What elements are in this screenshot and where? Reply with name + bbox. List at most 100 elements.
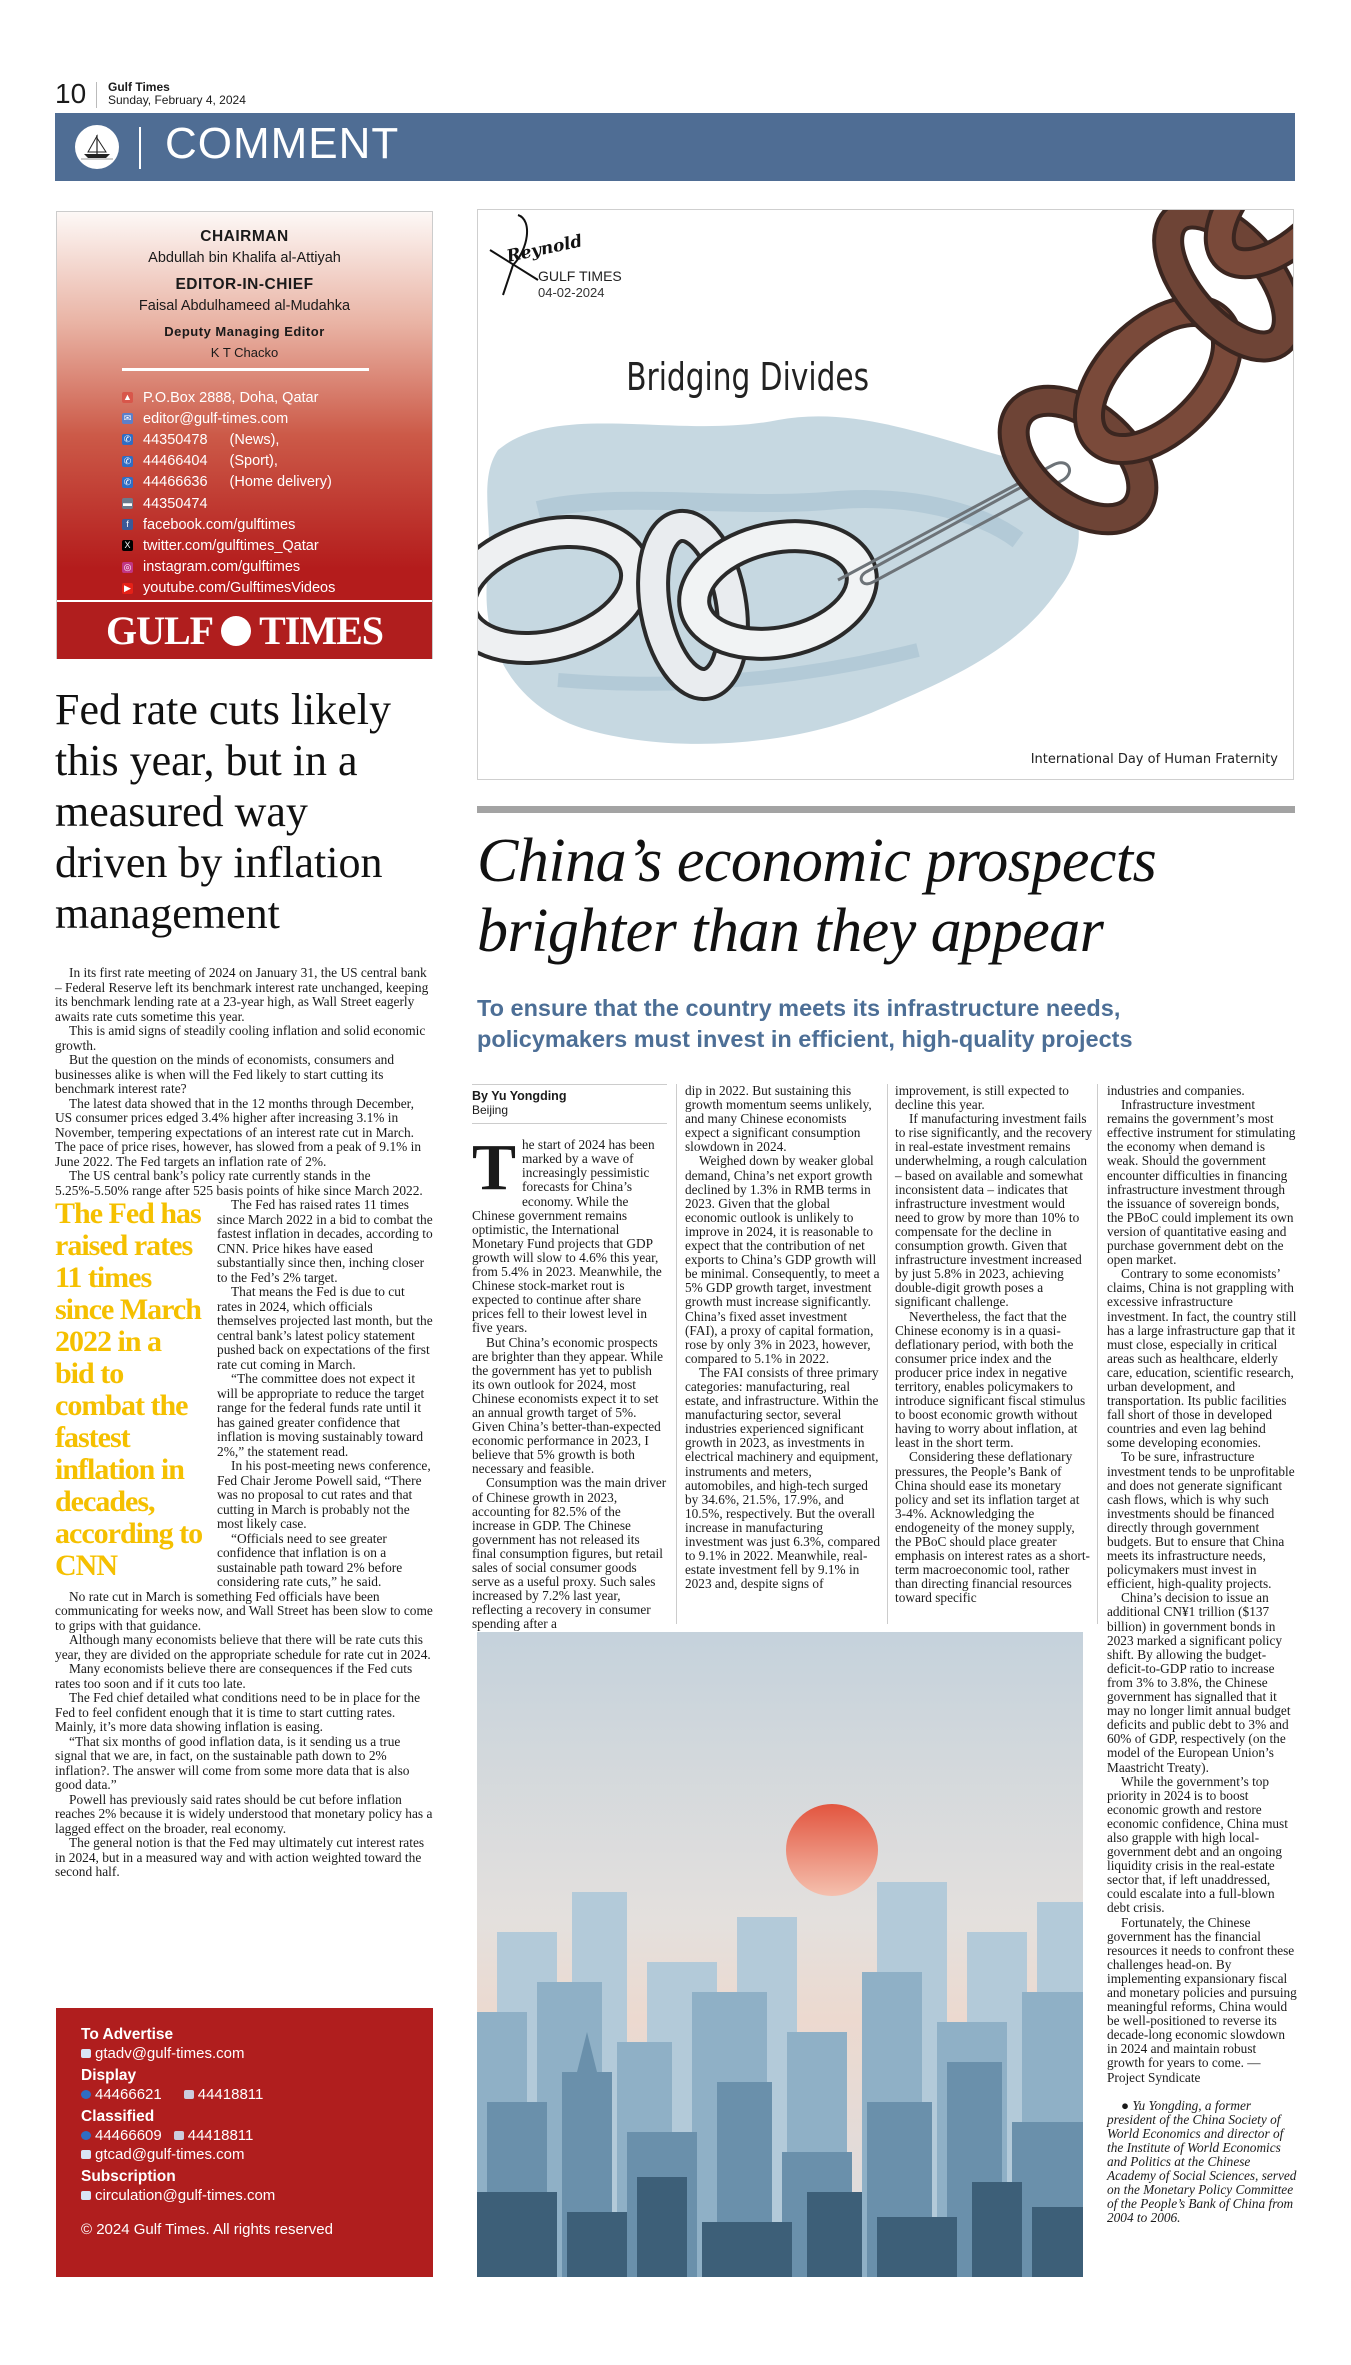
phone-icon: ✆ xyxy=(122,476,133,488)
paragraph: No rate cut in March is something Fed of… xyxy=(55,1588,433,1633)
pull-quote: The Fed has raised rates 11 times since … xyxy=(55,1197,203,1582)
section-band: COMMENT xyxy=(55,113,1295,181)
envelope-icon xyxy=(81,2191,91,2200)
fax-icon xyxy=(173,2131,184,2140)
section-title: COMMENT xyxy=(165,119,400,168)
envelope-icon xyxy=(81,2049,91,2058)
paragraph: The general notion is that the Fed may u… xyxy=(55,1835,425,1879)
contact-text[interactable]: 44466404 xyxy=(143,453,208,470)
logo-text-gulf: GULF xyxy=(105,608,214,653)
display-label: Display xyxy=(81,2067,137,2084)
subscription-email[interactable]: circulation@gulf-times.com xyxy=(95,2187,276,2204)
contact-item: ✆ 44466636 (Home delivery) xyxy=(122,472,335,493)
envelope-icon xyxy=(81,2150,91,2159)
contact-item: f facebook.com/gulftimes xyxy=(122,514,335,535)
band-divider xyxy=(139,127,141,169)
contact-text[interactable]: twitter.com/gulftimes_Qatar xyxy=(143,537,319,554)
article-column-2: dip in 2022. But sustaining this growth … xyxy=(685,1083,880,1591)
paragraph: Many economists believe there are conseq… xyxy=(55,1661,413,1691)
envelope-icon: ✉ xyxy=(122,413,133,425)
city-skyline-illustration xyxy=(477,1632,1083,2277)
drop-cap: T xyxy=(472,1131,517,1205)
paragraph: Contrary to some economists’ claims, Chi… xyxy=(1107,1266,1297,1451)
contact-item: ▲ P.O.Box 2888, Doha, Qatar xyxy=(122,387,335,408)
paragraph: To be sure, infrastructure investment te… xyxy=(1107,1449,1295,1592)
contact-list: ▲ P.O.Box 2888, Doha, Qatar ✉ editor@gulf-t… xyxy=(122,387,335,599)
paragraph: Fortunately, the Chinese government has … xyxy=(1107,1914,1297,2085)
editor-name: Faisal Abdulhameed al-Mudahka xyxy=(138,298,351,314)
left-article-body: In its first rate meeting of 2024 on Jan… xyxy=(55,965,433,1880)
paragraph: Consumption was the main driver of Chine… xyxy=(472,1475,667,1632)
sun xyxy=(786,1804,878,1896)
cartoon-title: Bridging Divides xyxy=(626,355,869,400)
header-divider xyxy=(96,82,97,108)
x-twitter-icon: X xyxy=(122,540,133,552)
logo-boat-icon xyxy=(221,615,252,646)
paragraph-group: industries and companies. Infrastructure … xyxy=(1107,1083,1297,2085)
paragraph: The latest data showed that in the 12 mo… xyxy=(55,1095,422,1169)
article-column-4: industries and companies. Infrastructure … xyxy=(1107,1083,1297,2226)
paragraph: “Officials need to see greater confidenc… xyxy=(217,1530,403,1589)
paragraph: But China’s economic prospects are brigh… xyxy=(472,1334,663,1477)
paragraph: industries and companies. xyxy=(1107,1083,1245,1098)
column-rule xyxy=(1097,1084,1098,1624)
paragraph-group: improvement, is still expected to declin… xyxy=(895,1083,1093,1605)
paragraph: Nevertheless, the fact that the Chinese … xyxy=(895,1308,1086,1451)
paragraph: But the question on the minds of economi… xyxy=(55,1052,395,1096)
phone-icon: ✆ xyxy=(122,434,133,446)
left-article-intro: In its first rate meeting of 2024 on Jan… xyxy=(55,965,433,1198)
contact-label: (Sport), xyxy=(229,453,278,470)
contact-text[interactable]: 44350474 xyxy=(143,495,208,512)
display-fax: 44418811 xyxy=(197,2086,264,2103)
paragraph-group: dip in 2022. But sustaining this growth … xyxy=(685,1083,880,1591)
contact-text[interactable]: instagram.com/gulftimes xyxy=(143,559,301,576)
chairman-name: Abdullah bin Khalifa al-Attiyah xyxy=(148,250,341,266)
classified-email[interactable]: gtcad@gulf-times.com xyxy=(95,2146,245,2163)
contact-text[interactable]: facebook.com/gulftimes xyxy=(143,516,296,533)
main-headline: China’s economic prospects brighter than… xyxy=(477,827,1157,965)
contact-item: ✆ 44466404 (Sport), xyxy=(122,451,335,472)
deputy-name: K T Chacko xyxy=(210,345,279,360)
section-rule xyxy=(477,806,1295,813)
phone-icon xyxy=(81,2131,91,2140)
facebook-icon: f xyxy=(122,519,133,531)
chairman-label: CHAIRMAN xyxy=(200,228,289,245)
fax-icon: ▬ xyxy=(122,498,133,510)
contact-text[interactable]: 44350478 xyxy=(143,431,208,448)
column-rule xyxy=(676,1084,677,1624)
editorial-cartoon: Reynold GULF TIMES 04-02-2024 Bridging D… xyxy=(442,120,1351,780)
masthead-divider xyxy=(122,368,369,371)
paragraph: The Fed chief detailed what conditions n… xyxy=(55,1690,421,1734)
advertise-email[interactable]: gtadv@gulf-times.com xyxy=(95,2045,245,2062)
subscription-label: Subscription xyxy=(81,2168,176,2185)
display-phone: 44466621 xyxy=(95,2086,162,2103)
contact-text[interactable]: P.O.Box 2888, Doha, Qatar xyxy=(143,389,319,406)
paragraph: improvement, is still expected to declin… xyxy=(895,1083,1069,1113)
editor-label: EDITOR-IN-CHIEF xyxy=(175,276,314,293)
contact-item: ▶ youtube.com/GulftimesVideos xyxy=(122,578,335,599)
contact-text[interactable]: youtube.com/GulftimesVideos xyxy=(143,580,336,597)
paragraph-group: he start of 2024 has been marked by a wa… xyxy=(472,1138,667,1631)
author-bio: Yu Yongding, a former president of the C… xyxy=(1107,2098,1297,2226)
deputy-label: Deputy Managing Editor xyxy=(164,324,325,339)
artist-signature-strokes xyxy=(489,214,539,296)
contact-text[interactable]: 44466636 xyxy=(143,474,208,491)
cartoon-date: 04-02-2024 xyxy=(538,285,605,300)
skyline-foreground xyxy=(477,2177,1083,2277)
classified-phone: 44466609 xyxy=(95,2127,162,2144)
advertise-label: To Advertise xyxy=(81,2026,174,2043)
dhow-boat-icon xyxy=(75,125,119,169)
paragraph: Although many economists believe that th… xyxy=(55,1632,431,1662)
rusted-chain-right xyxy=(997,120,1351,536)
paragraph: In his post-meeting news conference, Fed… xyxy=(217,1458,431,1531)
issue-date: Sunday, February 4, 2024 xyxy=(108,93,246,107)
contact-label: (News), xyxy=(229,431,280,448)
gulf-times-logo: GULF TIMES xyxy=(57,600,432,659)
instagram-icon: ◎ xyxy=(122,561,133,573)
paragraph: That means the Fed is due to cut rates i… xyxy=(217,1284,433,1372)
contact-text[interactable]: editor@gulf-times.com xyxy=(143,410,289,427)
paragraph: dip in 2022. But sustaining this growth … xyxy=(685,1083,872,1155)
masthead-box: CHAIRMAN Abdullah bin Khalifa al-Attiyah… xyxy=(56,211,433,659)
paragraph: This is amid signs of steadily cooling i… xyxy=(55,1023,426,1053)
